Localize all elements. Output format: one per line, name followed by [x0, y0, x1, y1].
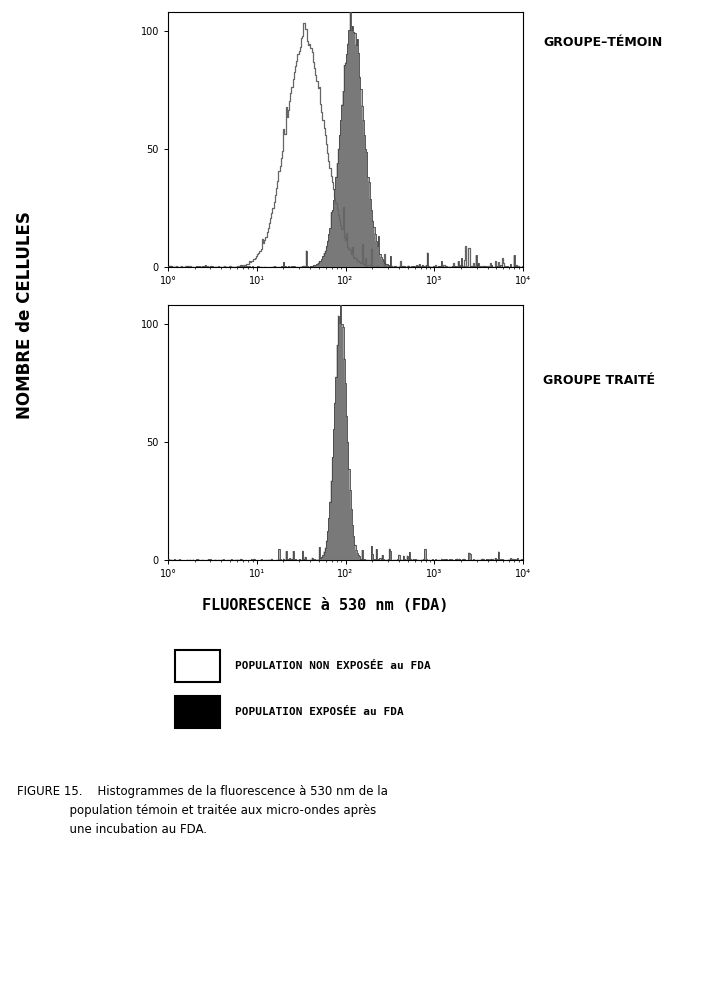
- Bar: [175, 696, 220, 728]
- Text: GROUPE TRAITÉ: GROUPE TRAITÉ: [543, 374, 655, 387]
- Bar: [175, 650, 220, 682]
- Text: GROUPE–TÉMOIN: GROUPE–TÉMOIN: [543, 35, 662, 48]
- Text: FIGURE 15.    Histogrammes de la fluorescence à 530 nm de la
              popul: FIGURE 15. Histogrammes de la fluorescen…: [17, 785, 388, 836]
- Text: POPULATION EXPOSÉE au FDA: POPULATION EXPOSÉE au FDA: [235, 707, 404, 717]
- Text: NOMBRE de CELLULES: NOMBRE de CELLULES: [16, 211, 34, 419]
- Text: POPULATION NON EXPOSÉE au FDA: POPULATION NON EXPOSÉE au FDA: [235, 661, 431, 671]
- Text: FLUORESCENCE à 530 nm (FDA): FLUORESCENCE à 530 nm (FDA): [202, 597, 448, 612]
